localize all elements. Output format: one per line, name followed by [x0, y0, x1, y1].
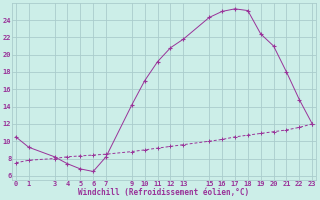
X-axis label: Windchill (Refroidissement éolien,°C): Windchill (Refroidissement éolien,°C) [78, 188, 250, 197]
